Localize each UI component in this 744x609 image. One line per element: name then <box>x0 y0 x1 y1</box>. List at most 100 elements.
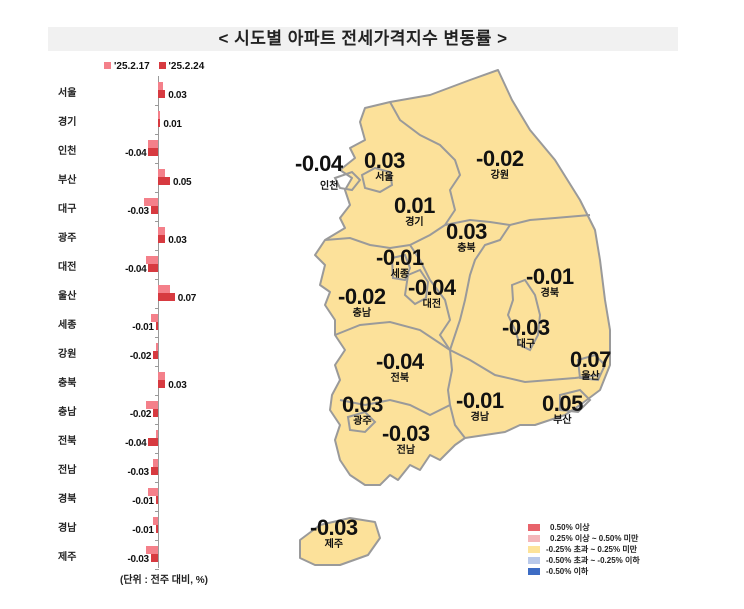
region-name: 경기 <box>405 217 424 228</box>
region-value: -0.03 <box>502 315 550 340</box>
bar-current-week <box>158 293 175 301</box>
bar-chart: 서울 0.03 경기 0.01 인천 -0.04 부산 0.05 대구 -0.03 광주 0.03 대전… <box>0 76 240 576</box>
bar-current-week <box>158 177 170 185</box>
region-value: -0.03 <box>310 515 358 540</box>
category-label: 전북 <box>58 436 77 447</box>
data-label: -0.03 <box>127 467 150 478</box>
map-region-chungbuk: 0.03 충북 <box>446 221 487 255</box>
region-value: -0.04 <box>408 275 456 300</box>
bar-prev-week <box>158 111 161 119</box>
map-region-jeonbuk: -0.04 전북 <box>376 351 424 385</box>
category-label: 전남 <box>58 465 77 476</box>
bar-row: 경북 -0.01 <box>0 484 240 513</box>
bar-row: 서울 0.03 <box>0 78 240 107</box>
region-name: 광주 <box>353 416 372 427</box>
axis-tick <box>155 192 159 193</box>
bar-current-week <box>158 235 166 243</box>
bar-row: 광주 0.03 <box>0 223 240 252</box>
bar-prev-week <box>146 256 158 264</box>
category-label: 경남 <box>58 523 77 534</box>
region-name: 충남 <box>352 308 372 319</box>
axis-tick <box>155 424 159 425</box>
data-label: -0.03 <box>127 554 150 565</box>
axis-tick <box>155 366 159 367</box>
bar-prev-week <box>158 169 166 177</box>
axis-tick <box>155 221 159 222</box>
data-label: 0.03 <box>168 380 187 391</box>
bar-current-week <box>155 322 158 330</box>
data-label: -0.03 <box>127 206 150 217</box>
region-name: 대구 <box>516 339 536 350</box>
bar-prev-week <box>148 488 158 496</box>
bar-row: 대구 -0.03 <box>0 194 240 223</box>
region-name: 충북 <box>457 243 476 254</box>
region-value: 0.03 <box>446 219 487 244</box>
legend-text: -0.25% 초과 ~ 0.25% 미만 <box>546 545 638 554</box>
map-region-jeju: -0.03 제주 <box>310 517 358 551</box>
axis-tick <box>155 105 159 106</box>
legend-item-curr: '25.2.24 <box>158 61 204 72</box>
legend-swatch-prev <box>104 62 111 69</box>
region-name: 경남 <box>470 412 490 423</box>
region-name: 전남 <box>396 445 416 456</box>
legend-swatch <box>528 524 540 531</box>
data-label: -0.02 <box>129 409 152 420</box>
axis-tick <box>155 308 159 309</box>
bar-current-week <box>150 206 158 214</box>
region-value: -0.01 <box>526 264 574 289</box>
bar-prev-week <box>143 198 158 206</box>
data-label: 0.07 <box>177 293 197 304</box>
map-region-sejong: -0.01 세종 <box>376 247 424 281</box>
category-label: 부산 <box>58 175 77 186</box>
bar-row: 대전 -0.04 <box>0 252 240 281</box>
category-label: 경기 <box>58 117 77 128</box>
map-region-gyeongnam: -0.01 경남 <box>456 390 504 424</box>
map-region-daegu: -0.03 대구 <box>502 317 550 351</box>
category-label: 강원 <box>58 349 77 360</box>
region-value: 0.03 <box>364 148 405 173</box>
legend-swatch <box>528 568 540 575</box>
map-region-incheon: -0.04 <box>295 153 343 175</box>
bar-row: 전남 -0.03 <box>0 455 240 484</box>
bar-current-week <box>155 525 158 533</box>
region-value: -0.04 <box>295 151 343 176</box>
legend-swatch <box>528 557 540 564</box>
region-name: 서울 <box>375 172 394 183</box>
jeju-outline <box>299 517 381 566</box>
zero-axis <box>158 76 159 568</box>
axis-tick <box>155 540 159 541</box>
bar-row: 경남 -0.01 <box>0 513 240 542</box>
bar-row: 충북 0.03 <box>0 368 240 397</box>
legend-label-prev: '25.2.17 <box>114 61 150 72</box>
map-region-daejeon: -0.04 대전 <box>408 277 456 311</box>
legend-swatch-curr <box>158 62 166 69</box>
korea-map: -0.04 인천 0.03 서울 0.01 경기 -0.02 강원 0.03 충… <box>280 60 640 580</box>
bar-prev-week <box>155 343 158 351</box>
data-label: 0.03 <box>168 90 187 101</box>
data-label: 0.03 <box>168 235 187 246</box>
axis-tick <box>155 134 159 135</box>
region-value: 0.05 <box>542 391 583 416</box>
bar-current-week <box>158 380 166 388</box>
category-label: 대구 <box>58 204 77 215</box>
map-region-incheon-name: 인천 <box>320 181 338 193</box>
bar-row: 세종 -0.01 <box>0 310 240 339</box>
bar-current-week <box>158 119 161 127</box>
bar-row: 부산 0.05 <box>0 165 240 194</box>
region-value: 0.07 <box>570 347 611 372</box>
data-label: 0.01 <box>163 119 182 130</box>
region-value: 0.01 <box>394 193 435 218</box>
bar-row: 울산 0.07 <box>0 281 240 310</box>
category-label: 대전 <box>58 262 77 273</box>
data-label: -0.01 <box>132 322 154 333</box>
bar-prev-week <box>146 401 158 409</box>
bar-current-week <box>150 554 158 562</box>
bar-row: 인천 -0.04 <box>0 136 240 165</box>
region-value: -0.02 <box>338 284 386 309</box>
bar-prev-week <box>158 227 166 235</box>
map-region-gyeonggi: 0.01 경기 <box>394 195 435 229</box>
data-label: -0.01 <box>132 525 154 536</box>
region-name: 인천 <box>320 181 339 192</box>
bar-prev-week <box>155 430 158 438</box>
region-value: -0.04 <box>376 349 424 374</box>
